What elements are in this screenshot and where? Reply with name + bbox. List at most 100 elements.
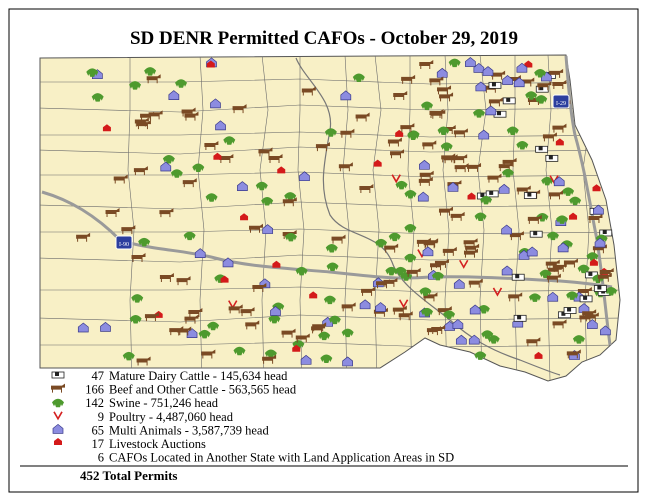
swine-icon: [91, 93, 104, 102]
swine-icon: [421, 101, 434, 111]
swine-icon: [205, 193, 218, 202]
county-line: [297, 55, 305, 381]
swine-icon: [474, 351, 487, 360]
multi-icon: [270, 306, 281, 316]
beef-icon: [387, 137, 402, 147]
beef-icon: [441, 153, 456, 163]
dairy-spot: [506, 97, 511, 102]
swine-icon: [400, 272, 413, 281]
beef-icon: [582, 309, 597, 319]
auction-icon: [277, 166, 286, 174]
auction-icon: [569, 212, 578, 220]
beef-icon: [258, 147, 273, 157]
beef-icon: [136, 356, 151, 366]
county-line: [545, 55, 553, 381]
swine-icon: [437, 126, 450, 135]
swine-icon: [261, 197, 274, 206]
multi-icon: [77, 322, 89, 333]
multi-icon: [194, 248, 206, 258]
auction-icon: [54, 438, 62, 445]
beef-icon: [439, 92, 454, 102]
swine-icon: [86, 68, 99, 77]
beef-icon: [509, 231, 524, 241]
multi-icon: [375, 302, 386, 312]
swine-icon: [595, 234, 608, 244]
dairy-spot: [55, 372, 59, 376]
beef-icon: [204, 141, 219, 151]
beef-icon: [105, 207, 120, 217]
legend-label: Swine - 751,246 head: [109, 396, 219, 410]
dairy-spot: [567, 307, 572, 312]
auction-icon: [373, 159, 382, 167]
swine-icon: [536, 213, 549, 222]
county-line: [197, 55, 205, 381]
swine-icon: [223, 136, 236, 145]
swine-icon: [506, 126, 519, 136]
swine-icon: [284, 192, 297, 201]
beef-icon: [549, 68, 564, 78]
swine-icon: [477, 304, 490, 314]
multi-icon: [593, 204, 604, 215]
multi-icon: [501, 265, 513, 276]
multi-icon: [299, 171, 310, 182]
multi-icon: [100, 321, 111, 332]
swine-icon: [431, 271, 444, 281]
swine-icon: [144, 67, 157, 76]
beef-icon: [563, 258, 578, 268]
swine-icon: [539, 269, 552, 279]
swine-icon: [375, 238, 388, 248]
swine-icon: [556, 215, 569, 224]
swine-icon: [272, 302, 285, 312]
swine-icon: [162, 154, 175, 164]
legend-count: 47: [92, 369, 105, 383]
multi-icon: [359, 299, 371, 310]
beef-icon: [361, 286, 376, 296]
swine-icon: [385, 266, 398, 276]
swine-icon: [295, 266, 308, 276]
swine-icon: [404, 253, 417, 263]
auction-icon: [395, 129, 404, 137]
multi-icon: [262, 224, 274, 234]
legend-count: 6: [98, 451, 104, 465]
poultry-icon: [391, 174, 401, 184]
beef-icon: [398, 311, 413, 321]
beef-icon: [268, 153, 283, 163]
county-line: [40, 104, 620, 113]
swine-icon: [388, 232, 401, 242]
multi-icon: [455, 334, 467, 345]
multi-icon: [342, 356, 353, 367]
beef-icon: [169, 326, 184, 336]
beef-icon: [453, 154, 468, 164]
multi-icon: [475, 81, 487, 92]
dairy-spot: [489, 190, 494, 195]
beef-icon: [184, 314, 199, 324]
beef-icon: [566, 349, 581, 359]
beef-icon: [248, 223, 263, 233]
beef-icon: [134, 117, 149, 127]
multi-icon: [485, 105, 497, 116]
auction-icon: [206, 60, 215, 68]
beef-icon: [548, 190, 563, 200]
multi-icon: [340, 90, 352, 101]
swine-icon: [198, 329, 211, 339]
dairy-spot: [491, 82, 496, 87]
swine-icon: [352, 73, 365, 82]
poultry-icon: [398, 299, 409, 309]
swine-icon: [577, 264, 590, 274]
beef-icon: [113, 174, 128, 184]
swine-icon: [420, 307, 433, 317]
multi-icon: [447, 181, 459, 192]
multi-icon: [417, 191, 429, 202]
beef-icon: [401, 74, 416, 84]
beef-icon: [340, 128, 355, 138]
beef-icon: [527, 214, 542, 224]
swine-icon: [535, 95, 548, 104]
beef-icon: [201, 349, 216, 359]
auction-icon: [534, 351, 543, 359]
beef-icon: [338, 162, 353, 172]
swine-icon: [131, 294, 144, 303]
multi-icon: [52, 423, 64, 434]
beef-icon: [355, 112, 370, 122]
beef-icon: [468, 278, 483, 288]
beef-icon: [51, 383, 65, 393]
